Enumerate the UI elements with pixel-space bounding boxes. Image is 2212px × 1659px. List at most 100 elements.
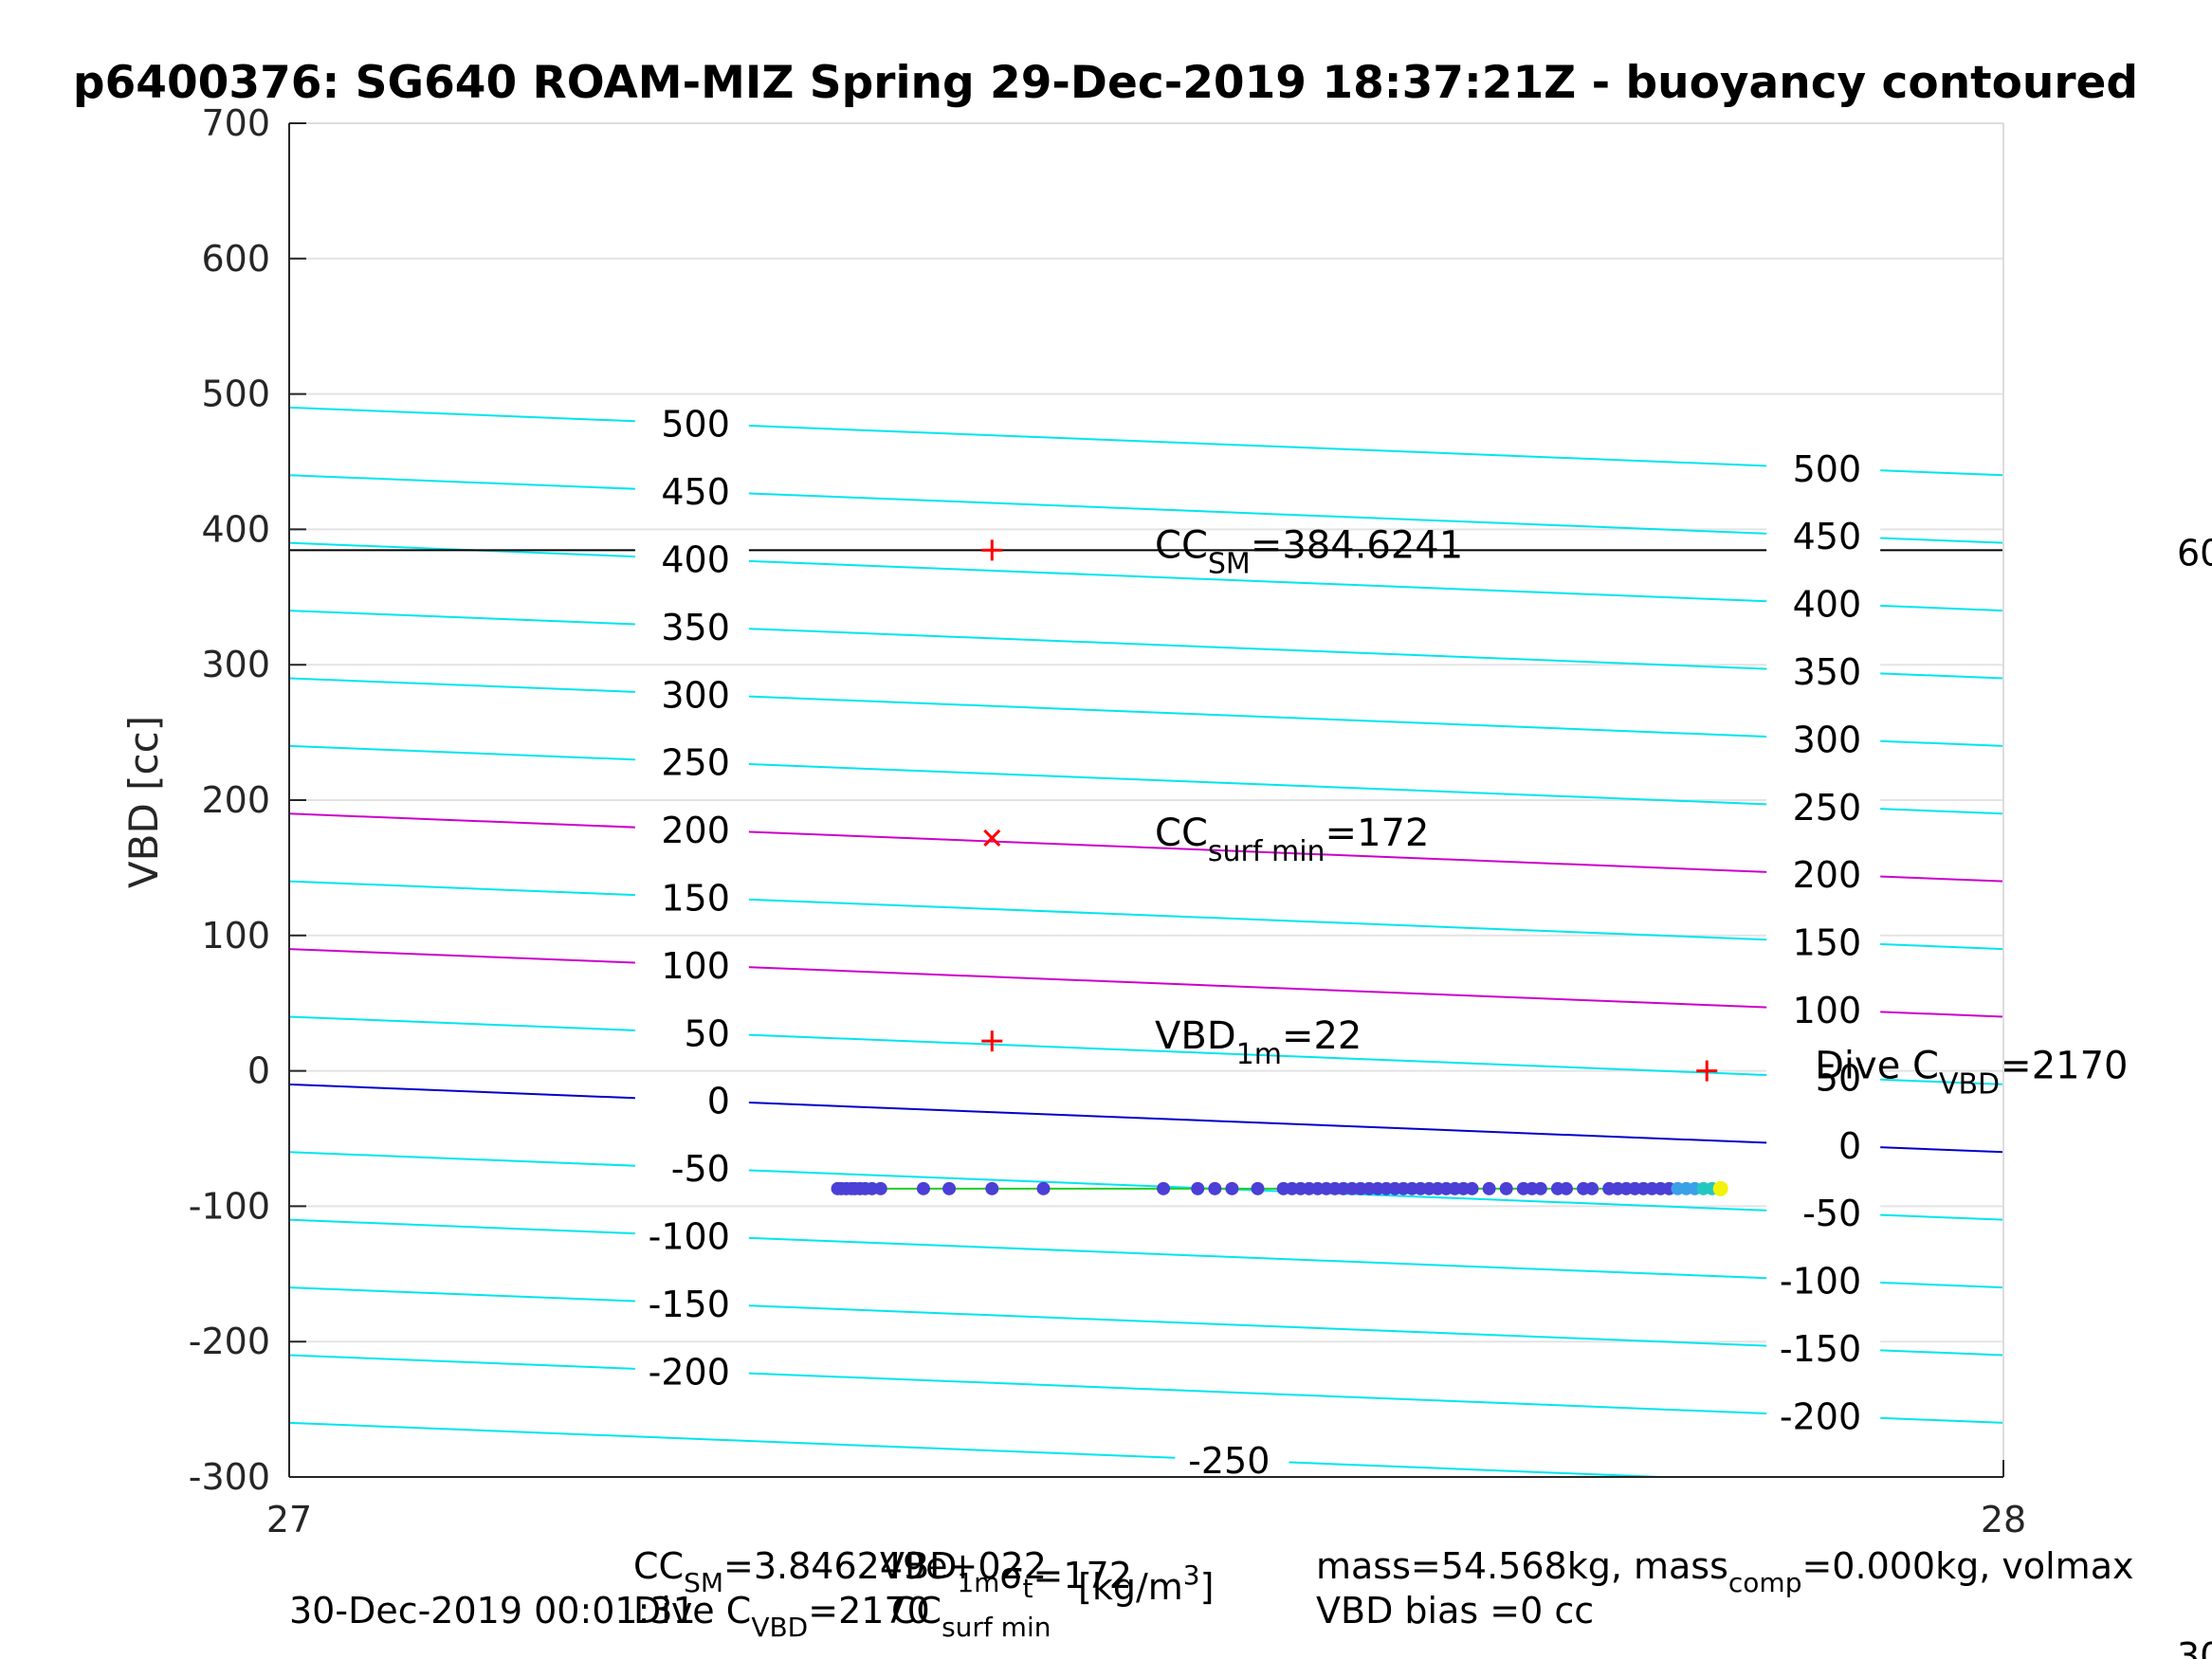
footer-vbd1m-overlap: VBD1mσt=172 [880,1545,1132,1604]
contour-label-bg [1766,1192,1881,1234]
contour-label-clipped: 60 [2177,532,2212,574]
contour-label-bg [1766,988,1881,1030]
scatter-point [1533,1181,1547,1195]
scatter-point [873,1181,887,1195]
contour-label--200: -200 [1780,1395,1861,1437]
scatter-point [916,1181,930,1195]
annotation-0: CCSM=384.6241 [1155,523,1463,580]
scatter-point [942,1181,957,1195]
contour-label-50: 50 [685,1012,730,1054]
contour-label-bg [1766,1326,1881,1369]
contour-label--100: -100 [1780,1261,1861,1303]
contour-label-0: 0 [1838,1125,1861,1167]
contour-label-bg [634,605,749,647]
contour-line-500 [288,406,2004,477]
contour-line--100 [288,1218,2004,1289]
x-tick-label: 28 [1981,1499,2026,1540]
x-tick-label: 27 [266,1499,312,1540]
contour-label-450: 450 [661,471,730,513]
contour-labels: 500450400350300250200150100500-50-100-15… [634,402,2212,1482]
contour-label-bg [634,809,749,851]
annotation-2: VBD1m=22 [1155,1014,1362,1071]
contour-label--100: -100 [649,1215,730,1257]
y-tick-label: 500 [201,374,270,415]
contour-label-bg [1766,785,1881,828]
contour-line--50 [288,1151,2004,1221]
contour-line--250 [288,1421,1661,1478]
contour-label-500: 500 [661,404,730,446]
contour-label-bg [634,470,749,513]
contour-label-bg [1766,718,1881,760]
contour-label--200: -200 [649,1351,730,1393]
contour-line-300 [288,677,2004,747]
contour-label-bg [1766,447,1881,489]
annotations: CCSM=384.6241 CCsurf min=172 VBD1m=22 Dive … [1155,523,2128,1101]
contour-label-250: 250 [661,742,730,784]
contour-label-350: 350 [1793,651,1862,693]
scatter-point [1208,1181,1222,1195]
contour-line-250 [288,744,2004,815]
contour-label-bg [1766,1259,1881,1302]
y-tick-label: -200 [189,1321,270,1362]
contour-label-0: 0 [707,1081,730,1122]
contour-label-bg [1766,515,1881,557]
contour-label-400: 400 [661,538,730,580]
footer-ccsurf: CCsurf min [891,1590,1051,1643]
annotation-3: Dive CVBD=2170 [1815,1045,2128,1102]
scatter-point [1225,1181,1239,1195]
y-tick-label: 300 [201,644,270,685]
contour-label-bg [634,1147,749,1190]
contour-line-400 [288,541,2004,612]
scatter-points [831,1180,1728,1196]
contour-line-450 [288,474,2004,544]
contour-line-50 [288,1015,2004,1085]
scatter-point [1251,1181,1265,1195]
contour-label-bg [634,1079,749,1121]
scatter-point [1191,1181,1205,1195]
footer-mass: mass=54.568kg, masscomp=0.000kg, volmax [1316,1545,2133,1598]
marker-points [981,539,1718,1082]
contour-label-bg [1175,1439,1289,1482]
contour-line-200 [288,812,2004,883]
contour-label-bg [1766,853,1881,896]
contour-label-200: 200 [1793,854,1862,896]
chart-title: p6400376: SG640 ROAM-MIZ Spring 29-Dec-2… [73,57,2138,109]
y-tick-label: 200 [201,779,270,821]
marker-x2-1 [983,829,1001,848]
contour-label-bg [634,673,749,716]
contour-line--150 [288,1286,2004,1357]
contour-label--50: -50 [671,1148,730,1190]
y-tick-label: 400 [201,508,270,550]
scatter-point-last [1712,1180,1728,1196]
contour-label-bg [634,876,749,919]
contour-line-0 [288,1083,2004,1154]
footer-dive-cvbd: Dive CVBD=2170 [633,1590,930,1643]
y-tick-label: -300 [189,1456,270,1498]
contour-line-100 [288,948,2004,1018]
contour-label-350: 350 [661,607,730,648]
contour-label-bg [634,1214,749,1257]
contour-label-100: 100 [661,945,730,987]
contour-label-bg [1766,1123,1881,1166]
contour-label-bg [634,1350,749,1393]
contour-label-200: 200 [661,810,730,851]
scatter-point [1499,1181,1513,1195]
footer-corner: 30 [2177,1635,2212,1659]
scatter-point [1465,1181,1479,1195]
y-tick-label: -100 [189,1185,270,1227]
contour-label-bg [634,1282,749,1324]
y-tick-label: 600 [201,238,270,280]
scatter-point [1482,1181,1496,1195]
contour-lines [288,406,2004,1478]
scatter-point [985,1181,999,1195]
scatter-point [1559,1181,1573,1195]
footer-vbd-bias: VBD bias =0 cc [1316,1590,1594,1632]
contour-label-300: 300 [1793,719,1862,760]
contour-label-150: 150 [1793,922,1862,964]
contour-line--200 [288,1354,2004,1424]
y-tick-label: 0 [247,1050,270,1092]
grid-lines [289,122,2003,1478]
contour-label-150: 150 [661,877,730,919]
